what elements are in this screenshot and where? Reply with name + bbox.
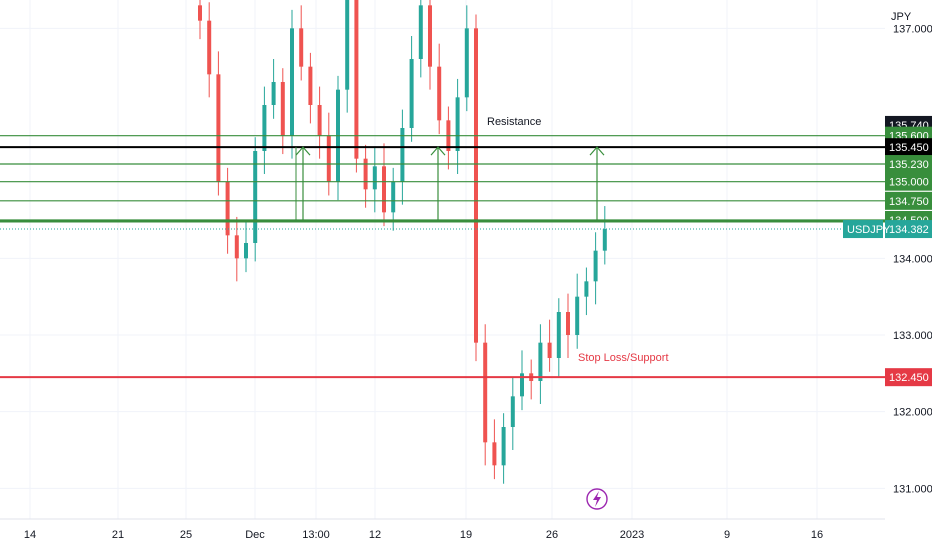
- candle-body: [382, 166, 386, 213]
- price-badge-text: 134.750: [889, 196, 929, 208]
- candle-body: [216, 74, 221, 182]
- candle-body: [308, 66, 313, 105]
- candle-body: [501, 427, 506, 466]
- x-tick-label: 13:00: [302, 529, 330, 541]
- candle-body: [547, 342, 552, 358]
- price-badge: [885, 368, 932, 387]
- price-badge: [885, 191, 932, 210]
- price-badge-text: 135.230: [889, 159, 929, 171]
- breakout-arrow-head: [589, 146, 605, 156]
- y-tick-label: 133.000: [893, 330, 932, 342]
- candle-body: [244, 243, 248, 259]
- horizontal-levels[interactable]: [0, 135, 885, 379]
- candle-body: [253, 151, 258, 243]
- breakout-arrows: [295, 146, 605, 220]
- candle-body: [409, 59, 414, 128]
- candle-body: [262, 105, 267, 151]
- x-tick-label: 25: [180, 529, 192, 541]
- candle-body: [363, 158, 368, 190]
- candle-body: [354, 0, 359, 159]
- x-tick-label: 19: [460, 529, 472, 541]
- candle-body: [510, 396, 515, 427]
- candle-body: [566, 312, 570, 335]
- candle-body: [483, 342, 488, 443]
- candle-body: [602, 229, 607, 251]
- symbol-badge-text: USDJPY: [847, 224, 891, 236]
- x-tick-label: 16: [811, 529, 823, 541]
- price-badge-text: 135.450: [889, 142, 929, 154]
- candle-body: [317, 105, 322, 136]
- candle-body: [391, 181, 396, 213]
- price-badge: [885, 155, 932, 174]
- y-tick-label: 132.000: [893, 407, 932, 419]
- candle-body: [520, 373, 524, 397]
- candle-body: [575, 296, 580, 335]
- price-badge: [885, 138, 932, 157]
- candle-body: [593, 250, 598, 282]
- lightning-icon[interactable]: [586, 488, 608, 510]
- candle-body: [207, 20, 212, 75]
- x-tick-label: 26: [546, 529, 558, 541]
- candle-body: [299, 28, 304, 67]
- price-badge-text: 135.000: [889, 177, 929, 189]
- candle-body: [326, 135, 331, 182]
- candle-body: [234, 235, 239, 259]
- level-badges: 135.740135.600135.450135.230135.000134.7…: [843, 115, 932, 387]
- symbol-badge: [843, 220, 883, 239]
- currency-label: JPY: [891, 11, 912, 23]
- y-tick-labels: 131.000 132.000 133.000 134.000 137.000: [893, 23, 932, 495]
- resistance-annotation: Resistance: [487, 116, 541, 128]
- x-tick-label: 14: [24, 529, 36, 541]
- x-tick-label: 21: [112, 529, 124, 541]
- candle-body: [538, 342, 543, 381]
- candle-body: [437, 66, 442, 121]
- breakout-arrow-head: [430, 146, 446, 156]
- x-tick-label: 9: [724, 529, 730, 541]
- candle-body: [271, 82, 276, 105]
- y-tick-label: 131.000: [893, 483, 932, 495]
- candle-body: [492, 442, 497, 466]
- price-badge-text: 134.382: [889, 224, 929, 236]
- candle-body: [198, 5, 202, 21]
- candle-body: [474, 28, 478, 343]
- candle-body: [400, 128, 405, 182]
- breakout-arrow-head: [295, 146, 311, 156]
- candle-body: [584, 281, 589, 297]
- price-badge-text: 132.450: [889, 372, 929, 384]
- y-tick-label: 134.000: [893, 253, 932, 265]
- candle-body: [464, 28, 469, 98]
- price-badge: [885, 172, 932, 191]
- x-tick-label: Dec: [245, 529, 265, 541]
- price-badge: [885, 220, 932, 239]
- candle-body: [280, 82, 285, 136]
- x-tick-labels: 14 21 25 Dec 13:00 12 19 26 2023 9 16: [24, 529, 823, 541]
- candle-body: [345, 0, 350, 90]
- x-tick-label: 2023: [620, 529, 644, 541]
- grid: [0, 0, 885, 520]
- y-tick-label: 137.000: [893, 23, 932, 35]
- candle-body: [556, 312, 561, 358]
- candle-body: [428, 5, 432, 67]
- candle-body: [455, 97, 460, 151]
- candle-body: [372, 166, 377, 190]
- stop-loss-annotation: Stop Loss/Support: [578, 352, 669, 364]
- candle-body: [225, 181, 230, 236]
- candle-body: [418, 5, 423, 60]
- candle-body: [290, 28, 294, 136]
- x-tick-label: 12: [369, 529, 381, 541]
